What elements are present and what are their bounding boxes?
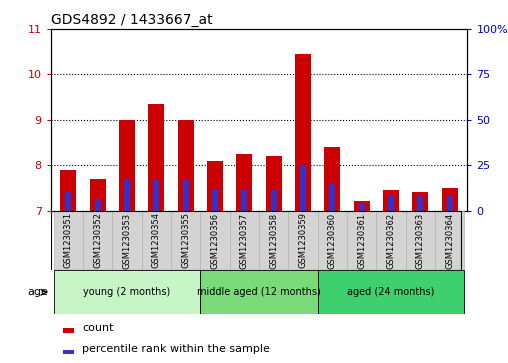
Bar <box>300 165 306 211</box>
Text: GSM1230361: GSM1230361 <box>357 212 366 269</box>
Bar <box>64 328 74 333</box>
Bar <box>236 154 252 211</box>
Text: GSM1230354: GSM1230354 <box>152 212 161 269</box>
Text: GDS4892 / 1433667_at: GDS4892 / 1433667_at <box>51 13 212 26</box>
Bar <box>259 211 289 270</box>
Text: GSM1230362: GSM1230362 <box>387 212 396 269</box>
Bar <box>412 192 428 211</box>
Text: age: age <box>27 287 48 297</box>
Bar <box>295 54 311 211</box>
Bar <box>441 188 458 211</box>
Bar <box>178 120 194 211</box>
Bar <box>318 211 347 270</box>
Bar <box>60 170 77 211</box>
Bar <box>112 211 142 270</box>
Bar <box>201 211 230 270</box>
Bar <box>119 120 135 211</box>
Text: count: count <box>82 323 114 333</box>
Bar <box>376 211 406 270</box>
Bar <box>406 211 435 270</box>
Text: GSM1230364: GSM1230364 <box>445 212 454 269</box>
Text: middle aged (12 months): middle aged (12 months) <box>197 287 321 297</box>
Text: GSM1230356: GSM1230356 <box>211 212 219 269</box>
Text: GSM1230351: GSM1230351 <box>64 212 73 269</box>
Text: percentile rank within the sample: percentile rank within the sample <box>82 344 270 354</box>
Bar <box>347 211 376 270</box>
Bar <box>207 160 223 211</box>
Bar <box>435 211 464 270</box>
Text: GSM1230357: GSM1230357 <box>240 212 249 269</box>
Bar <box>447 195 453 211</box>
Bar <box>83 211 112 270</box>
Bar <box>230 211 259 270</box>
Bar <box>329 183 335 211</box>
Text: GSM1230353: GSM1230353 <box>122 212 132 269</box>
Text: GSM1230360: GSM1230360 <box>328 212 337 269</box>
Bar <box>383 190 399 211</box>
Bar <box>201 270 318 314</box>
Bar <box>153 179 160 211</box>
Bar <box>266 156 282 211</box>
Bar <box>90 179 106 211</box>
Text: aged (24 months): aged (24 months) <box>347 287 435 297</box>
Bar <box>388 195 394 211</box>
Bar <box>124 179 130 211</box>
Bar <box>241 190 247 211</box>
Bar <box>64 350 74 354</box>
Bar <box>212 190 218 211</box>
Text: young (2 months): young (2 months) <box>83 287 171 297</box>
Bar <box>94 199 101 211</box>
Text: GSM1230352: GSM1230352 <box>93 212 102 269</box>
Text: GSM1230363: GSM1230363 <box>416 212 425 269</box>
Bar <box>54 211 83 270</box>
Bar <box>142 211 171 270</box>
Text: GSM1230359: GSM1230359 <box>299 212 307 269</box>
Text: GSM1230355: GSM1230355 <box>181 212 190 269</box>
Text: GSM1230358: GSM1230358 <box>269 212 278 269</box>
Bar <box>289 211 318 270</box>
Bar <box>66 192 72 211</box>
Bar <box>324 147 340 211</box>
Bar <box>171 211 201 270</box>
Bar <box>183 179 189 211</box>
Bar <box>271 190 277 211</box>
Bar <box>318 270 464 314</box>
Bar <box>354 201 370 211</box>
Bar <box>148 104 165 211</box>
Bar <box>359 204 365 211</box>
Bar <box>418 195 424 211</box>
Bar <box>54 270 201 314</box>
